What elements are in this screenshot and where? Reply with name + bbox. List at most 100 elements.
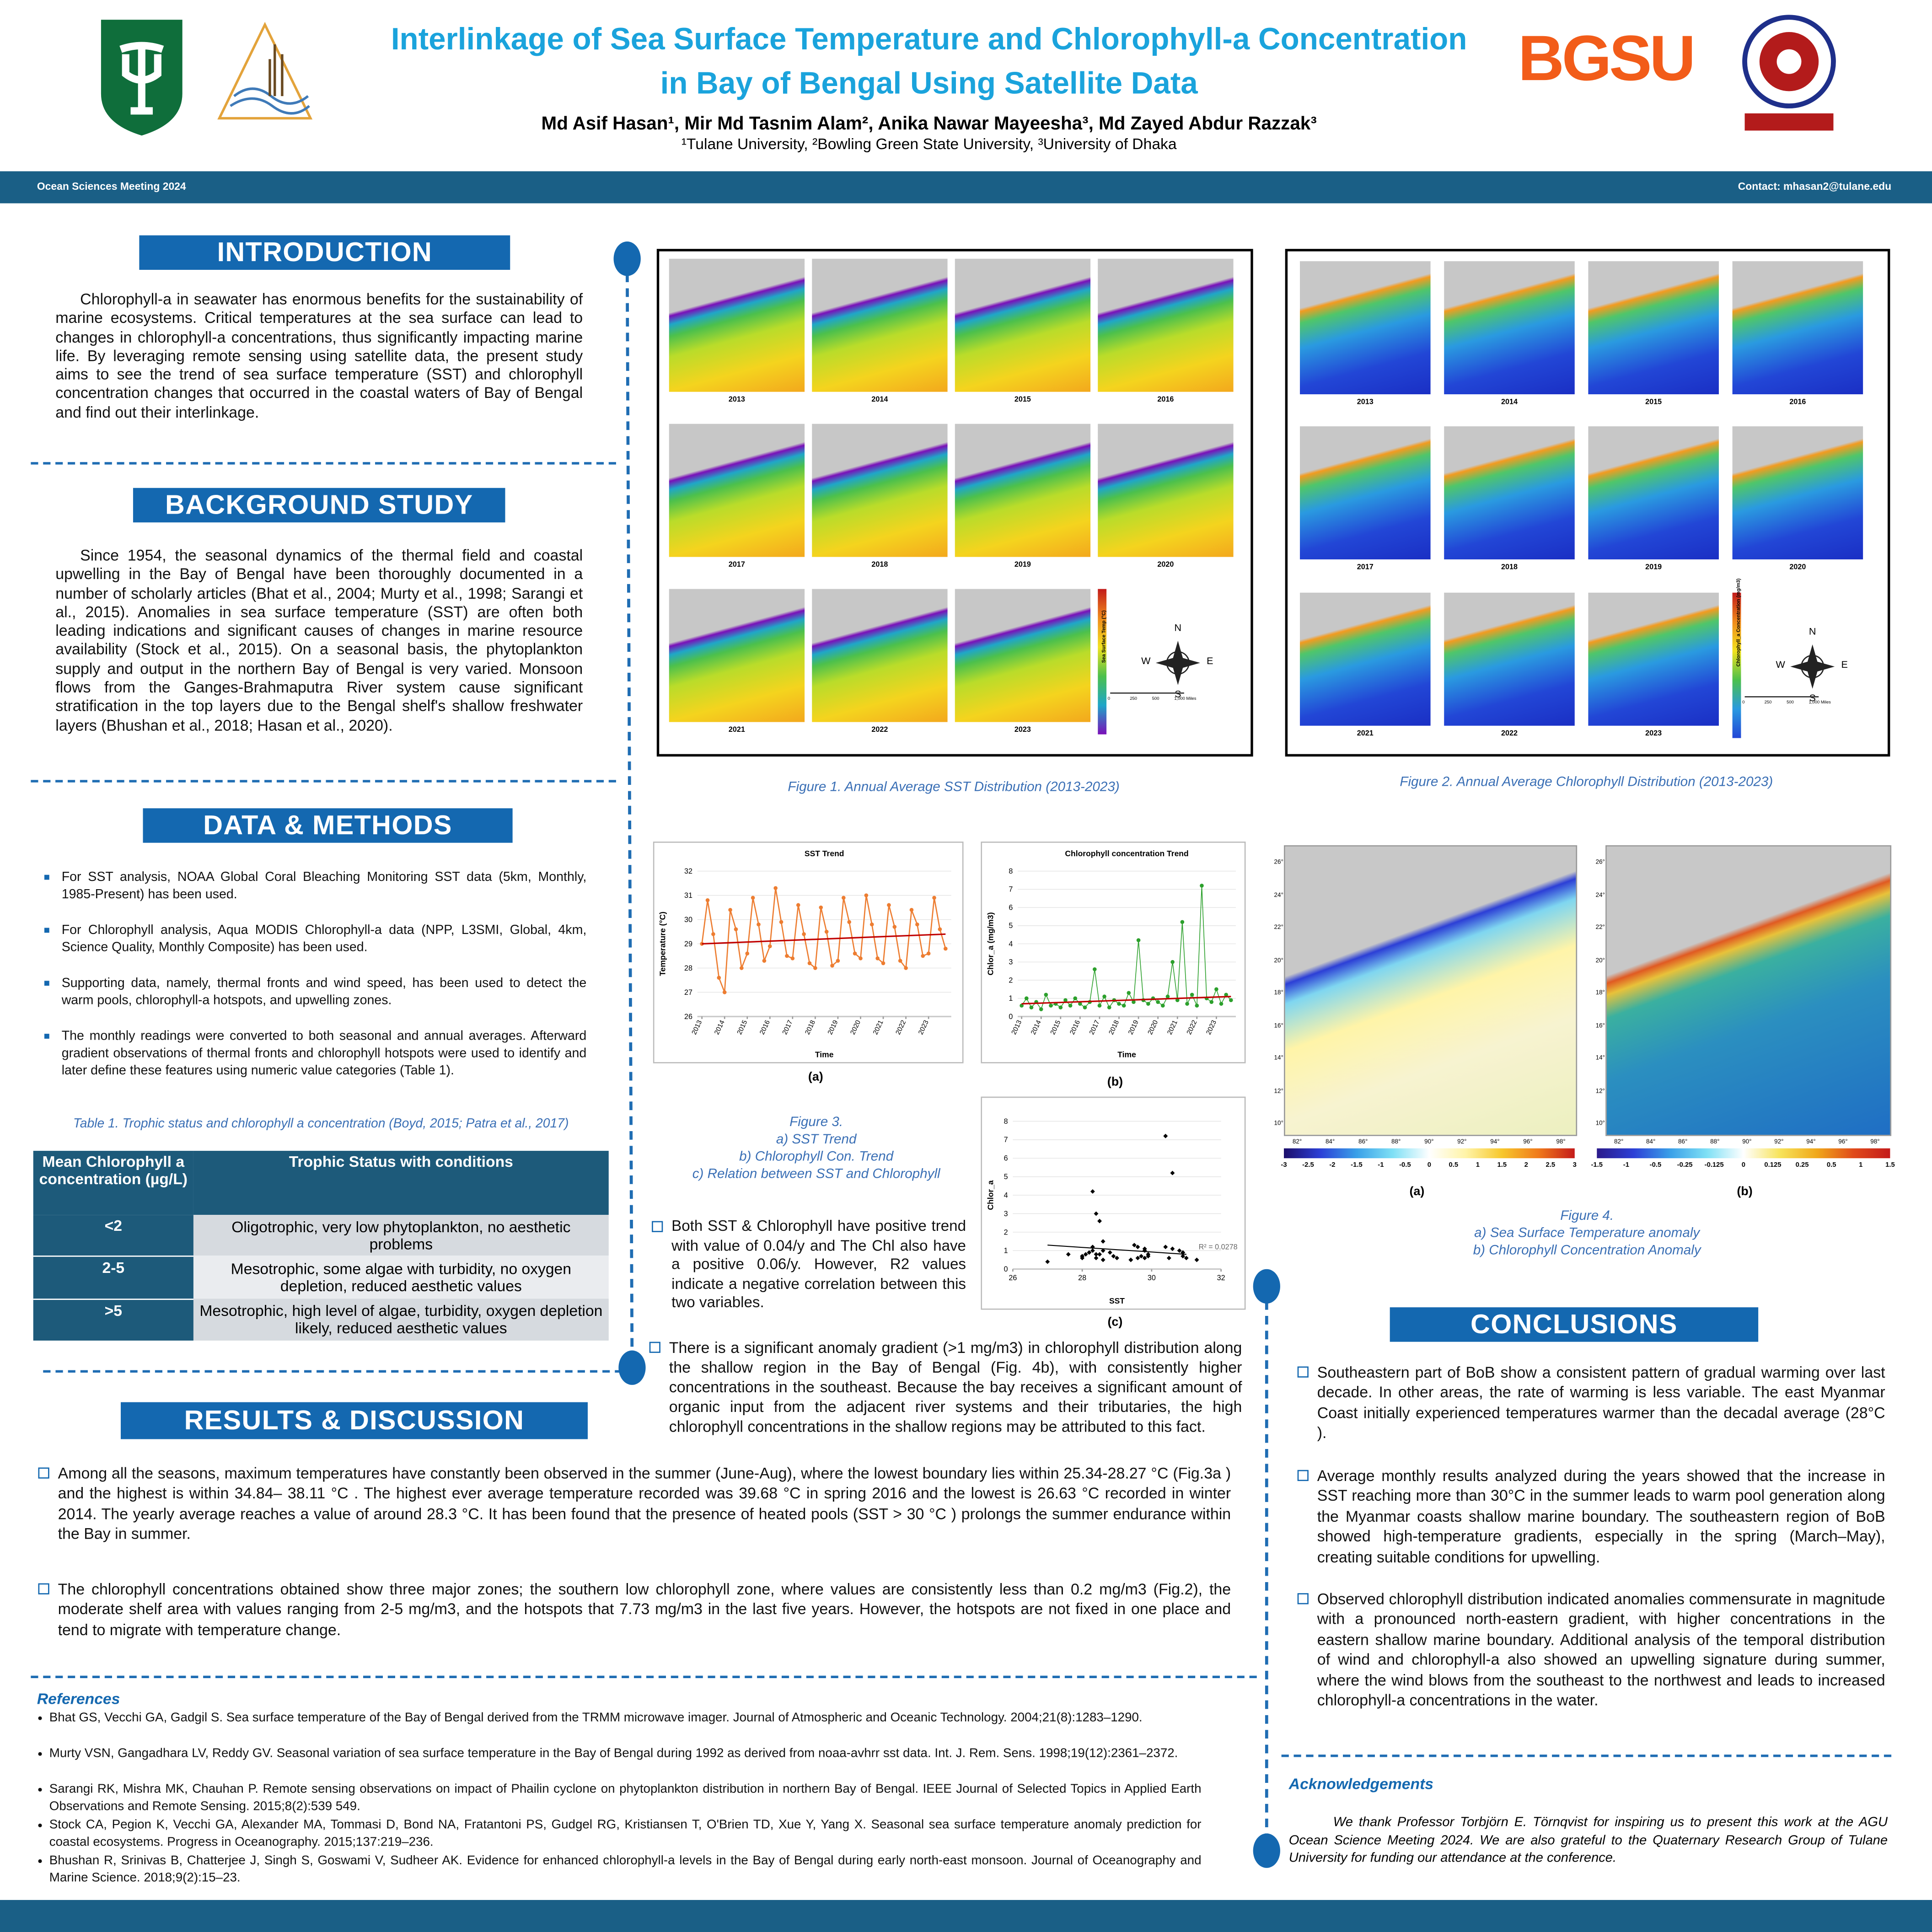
x-axis-label: Time	[1117, 1050, 1136, 1059]
colorbar-tick-label: 2.5	[1546, 1162, 1556, 1170]
table-cell: Mesotrophic, some algae with turbidity, …	[193, 1256, 609, 1299]
fit-line	[1047, 1245, 1186, 1255]
lat-label: 20°	[1595, 956, 1605, 964]
y-tick-label: 1	[1009, 994, 1013, 1003]
y-axis-label: Chlor_a	[986, 1180, 995, 1210]
map-year: 2020	[1789, 564, 1806, 572]
point	[796, 903, 800, 907]
point	[700, 942, 704, 946]
map-panel	[1300, 592, 1431, 726]
y-tick-label: 31	[684, 891, 692, 900]
map-panel	[1588, 592, 1719, 726]
compass-label: N	[1809, 625, 1816, 637]
compass-label: W	[1776, 659, 1785, 670]
y-tick-label: 26	[684, 1013, 692, 1021]
map-panel	[1588, 426, 1719, 560]
y-tick-label: 4	[1009, 940, 1013, 948]
point	[1078, 1002, 1082, 1006]
lon-label: 88°	[1391, 1138, 1401, 1146]
panel-label: (b)	[1737, 1185, 1753, 1199]
point	[785, 954, 789, 958]
point	[1107, 1005, 1111, 1009]
divider	[43, 1370, 623, 1373]
colorbar-tick-label: -0.125	[1704, 1162, 1724, 1170]
map-year: 2014	[871, 397, 888, 404]
map-year: 2017	[1357, 564, 1374, 572]
colorbar-tick-label: -0.25	[1677, 1162, 1693, 1170]
panel-label: (b)	[1107, 1075, 1123, 1089]
section-heading: INTRODUCTION	[139, 235, 510, 270]
x-tick-label: 28	[1078, 1274, 1086, 1282]
chart-title: Chlorophyll concentration Trend	[1065, 849, 1188, 858]
point	[1083, 1005, 1087, 1009]
point	[1102, 994, 1106, 999]
point	[836, 959, 840, 963]
scale-bar	[1744, 696, 1819, 698]
map-year: 2022	[871, 727, 888, 735]
colorbar-tick-label: 0	[1741, 1162, 1745, 1170]
anomaly-text: There is a significant anomaly gradient …	[649, 1338, 1242, 1437]
y-tick-label: 0	[1004, 1265, 1008, 1273]
colorbar-tick-label: 0.125	[1764, 1162, 1782, 1170]
figure-caption: Figure 4. a) Sea Surface Temperature anom…	[1405, 1208, 1769, 1259]
reference: Stock CA, Pegion K, Vecchi GA, Alexander…	[38, 1817, 1202, 1851]
compass-label: E	[1207, 655, 1213, 666]
colorbar-tick-label: 1	[1859, 1162, 1863, 1170]
lon-label: 82°	[1614, 1138, 1624, 1146]
y-tick-label: 0	[1009, 1013, 1013, 1021]
colorbar-tick-label: -2.5	[1302, 1162, 1314, 1170]
map-year: 2020	[1157, 562, 1174, 569]
figure-2: 2013 2014 2015 2016 2017 2018 2019 2020 2021 2022…	[1285, 249, 1890, 757]
lat-label: 16°	[1274, 1022, 1283, 1030]
map-year: 2023	[1645, 730, 1662, 738]
y-tick-label: 30	[684, 916, 692, 924]
y-tick-label: 8	[1009, 867, 1013, 875]
compass-label: S	[1175, 688, 1181, 700]
connector	[613, 242, 646, 1385]
y-tick-label: 5	[1004, 1173, 1008, 1181]
lat-label: 16°	[1595, 1022, 1605, 1030]
y-tick-label: 6	[1004, 1154, 1008, 1163]
colorbar-tick-label: -1	[1378, 1162, 1384, 1170]
lat-label: 20°	[1274, 956, 1283, 964]
map-panel	[955, 589, 1091, 722]
point	[869, 922, 874, 927]
y-tick-label: 7	[1009, 886, 1013, 894]
colorbar-tick-label: 0.5	[1826, 1162, 1836, 1170]
colorbar-strip	[1597, 1148, 1890, 1159]
lon-label: 90°	[1424, 1138, 1434, 1146]
point	[705, 898, 710, 902]
point	[1092, 967, 1097, 971]
lon-label: 82°	[1292, 1138, 1302, 1146]
map-year: 2015	[1014, 397, 1031, 404]
scale-label: 250	[1764, 700, 1772, 705]
lat-label: 18°	[1595, 989, 1605, 997]
lat-label: 12°	[1595, 1087, 1605, 1095]
divider	[31, 780, 616, 783]
point	[1146, 1002, 1150, 1006]
point	[1209, 1000, 1214, 1004]
map-panel	[1444, 592, 1575, 726]
map-year: 2019	[1014, 562, 1031, 569]
background-text: Since 1954, the seasonal dynamics of the…	[55, 547, 583, 734]
figure-caption: Figure 3. a) SST Trend b) Chlorophyll Con.…	[665, 1114, 967, 1183]
scale-bar	[1110, 692, 1184, 694]
lon-label: 84°	[1646, 1138, 1656, 1146]
map-year: 2013	[1357, 399, 1374, 407]
section-heading: CONCLUSIONS	[1390, 1307, 1759, 1342]
conclusion-bullet: Southeastern part of BoB show a consiste…	[1297, 1363, 1885, 1444]
point	[887, 903, 891, 907]
lon-label: 86°	[1678, 1138, 1688, 1146]
y-tick-label: 29	[684, 940, 692, 948]
map-panel	[955, 258, 1091, 392]
y-tick-label: 3	[1009, 958, 1013, 966]
point	[1039, 1007, 1043, 1011]
point	[1156, 1000, 1160, 1004]
authors: Md Asif Hasan¹, Mir Md Tasnim Alam², Ani…	[541, 113, 1317, 134]
chl-anomaly-map: 82° 84° 86° 88° 90° 92° 94° 96° 98° 26° 24° 22° 20° 1…	[1596, 845, 1892, 1146]
point	[802, 932, 806, 936]
y-tick-label: 28	[684, 964, 692, 972]
point	[1175, 998, 1180, 1002]
lat-label: 22°	[1595, 924, 1605, 932]
